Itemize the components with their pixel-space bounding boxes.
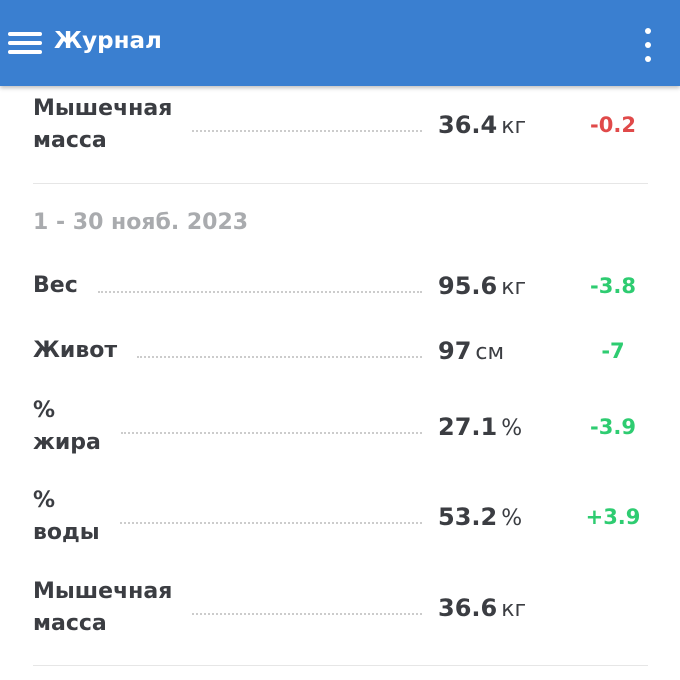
hamburger-icon[interactable] bbox=[8, 30, 42, 56]
metric-label: Мышечная масса bbox=[33, 96, 173, 153]
app-bar: Журнал bbox=[0, 0, 680, 86]
metric-value: 36.4 кг bbox=[438, 111, 527, 139]
metric-delta: -3.8 bbox=[590, 274, 636, 298]
metric-delta: -0.2 bbox=[590, 113, 636, 137]
metric-value: 36.6 кг bbox=[438, 594, 527, 622]
divider bbox=[33, 183, 648, 184]
dotted-leader bbox=[192, 130, 422, 132]
metric-label: % воды bbox=[33, 488, 100, 545]
dotted-leader bbox=[120, 432, 422, 434]
more-vertical-icon[interactable] bbox=[640, 28, 656, 62]
metric-value: 97 см bbox=[438, 337, 505, 365]
page-title: Журнал bbox=[54, 28, 162, 54]
metric-value: 27.1% bbox=[438, 413, 523, 441]
metric-label: % жира bbox=[33, 398, 101, 455]
list-item[interactable]: Вес 95.6 кг -3.8 bbox=[33, 270, 643, 302]
metric-value: 53.2% bbox=[438, 503, 523, 531]
list-item[interactable]: Живот 97 см -7 bbox=[33, 335, 643, 367]
period-date: 1 - 30 нояб. 2023 bbox=[33, 210, 249, 235]
divider bbox=[33, 665, 648, 666]
dotted-leader bbox=[137, 356, 422, 358]
list-item[interactable]: % воды 53.2% +3.9 bbox=[33, 485, 643, 549]
metric-delta: -7 bbox=[601, 339, 625, 363]
list-item[interactable]: % жира 27.1% -3.9 bbox=[33, 395, 643, 459]
dotted-leader bbox=[119, 522, 422, 524]
metric-value: 95.6 кг bbox=[438, 272, 527, 300]
dotted-leader bbox=[192, 613, 422, 615]
list-item[interactable]: Мышечная масса 36.4 кг -0.2 bbox=[33, 93, 643, 157]
list-item[interactable]: Мышечная масса 36.6 кг bbox=[33, 576, 643, 640]
metric-delta: -3.9 bbox=[590, 415, 636, 439]
metric-label: Вес bbox=[33, 273, 78, 298]
dotted-leader bbox=[97, 291, 422, 293]
metric-label: Живот bbox=[33, 338, 118, 363]
metric-label: Мышечная масса bbox=[33, 579, 173, 636]
metric-delta: +3.9 bbox=[585, 505, 641, 529]
